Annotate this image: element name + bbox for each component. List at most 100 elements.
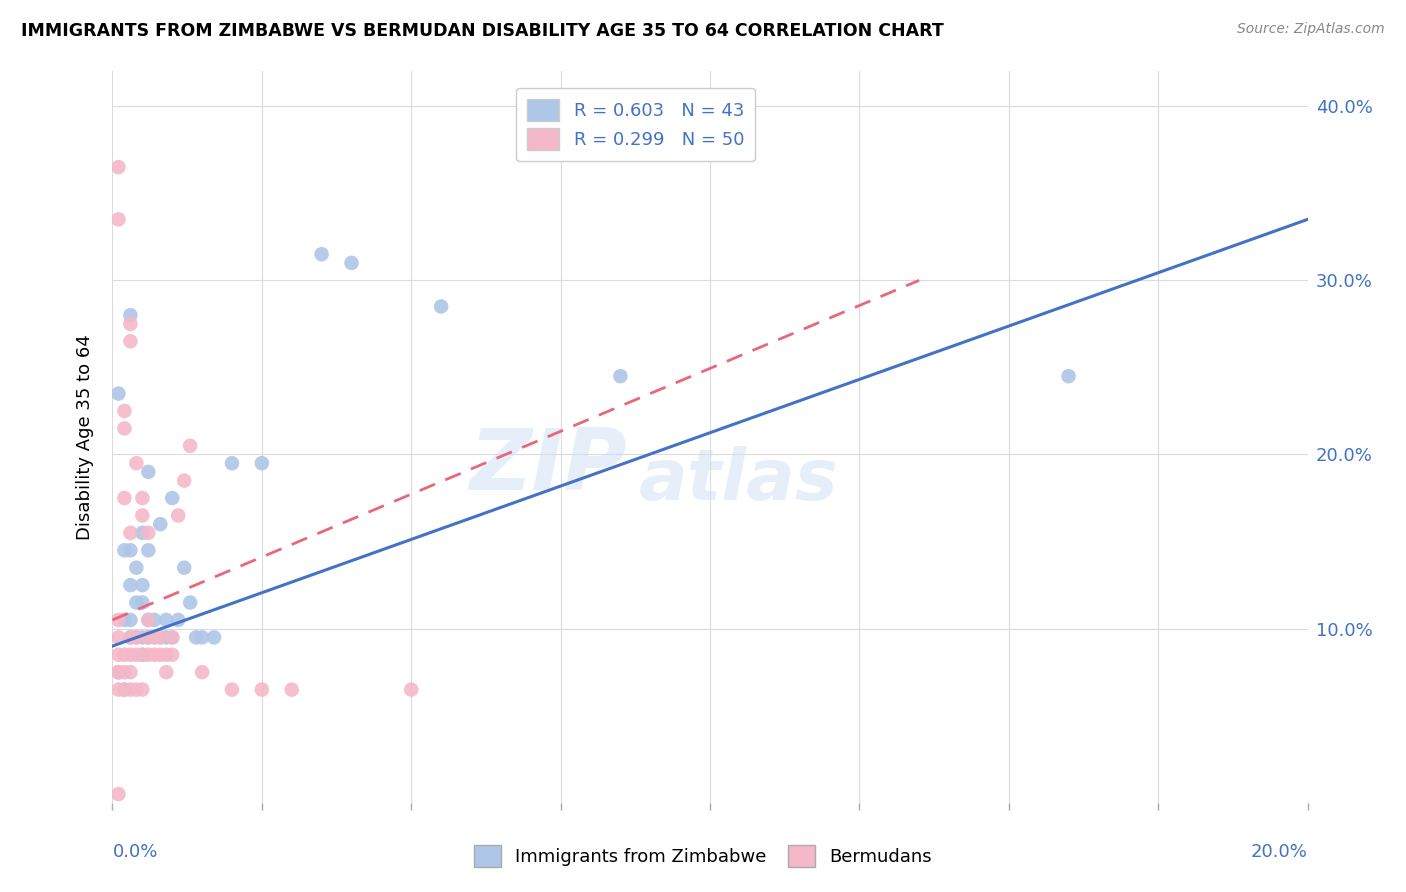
Point — [125, 595, 148, 609]
Point — [143, 648, 166, 662]
Point — [114, 421, 135, 435]
Point — [125, 648, 148, 662]
Point — [155, 613, 177, 627]
Point — [131, 648, 153, 662]
Point — [162, 631, 183, 645]
Point — [138, 525, 160, 540]
Point — [120, 578, 142, 592]
Point — [120, 317, 142, 331]
Point — [107, 665, 129, 680]
Y-axis label: Disability Age 35 to 64: Disability Age 35 to 64 — [76, 334, 94, 540]
Point — [131, 578, 153, 592]
Point — [107, 648, 129, 662]
Point — [114, 665, 135, 680]
Text: 0.0%: 0.0% — [112, 843, 157, 861]
Point — [340, 256, 363, 270]
Point — [114, 682, 135, 697]
Point — [311, 247, 333, 261]
Point — [120, 543, 142, 558]
Point — [125, 631, 148, 645]
Point — [114, 404, 135, 418]
Point — [173, 560, 195, 574]
Point — [202, 631, 225, 645]
Text: IMMIGRANTS FROM ZIMBABWE VS BERMUDAN DISABILITY AGE 35 TO 64 CORRELATION CHART: IMMIGRANTS FROM ZIMBABWE VS BERMUDAN DIS… — [21, 22, 943, 40]
Point — [107, 682, 129, 697]
Point — [120, 631, 142, 645]
Point — [120, 308, 142, 322]
Point — [131, 682, 153, 697]
Point — [179, 595, 201, 609]
Point — [131, 508, 153, 523]
Point — [114, 491, 135, 505]
Point — [107, 787, 129, 801]
Point — [143, 631, 166, 645]
Point — [138, 543, 160, 558]
Point — [162, 491, 183, 505]
Point — [162, 631, 183, 645]
Point — [250, 682, 273, 697]
Point — [167, 613, 190, 627]
Text: 20.0%: 20.0% — [1251, 843, 1308, 861]
Point — [138, 631, 160, 645]
Point — [1057, 369, 1080, 384]
Point — [131, 491, 153, 505]
Point — [155, 665, 177, 680]
Point — [125, 631, 148, 645]
Point — [131, 595, 153, 609]
Point — [281, 682, 304, 697]
Point — [120, 665, 142, 680]
Point — [149, 631, 172, 645]
Point — [131, 525, 153, 540]
Point — [107, 613, 129, 627]
Legend: Immigrants from Zimbabwe, Bermudans: Immigrants from Zimbabwe, Bermudans — [467, 838, 939, 874]
Point — [143, 631, 166, 645]
Point — [155, 631, 177, 645]
Point — [125, 682, 148, 697]
Point — [138, 631, 160, 645]
Point — [149, 517, 172, 532]
Point — [430, 300, 453, 314]
Point — [162, 648, 183, 662]
Point — [191, 665, 214, 680]
Point — [120, 682, 142, 697]
Point — [120, 525, 142, 540]
Point — [120, 334, 142, 349]
Point — [120, 613, 142, 627]
Point — [114, 543, 135, 558]
Point — [107, 665, 129, 680]
Point — [149, 648, 172, 662]
Point — [173, 474, 195, 488]
Point — [125, 560, 148, 574]
Point — [179, 439, 201, 453]
Point — [114, 613, 135, 627]
Point — [155, 648, 177, 662]
Text: ZIP: ZIP — [468, 425, 627, 508]
Point — [125, 456, 148, 470]
Point — [250, 456, 273, 470]
Point — [138, 613, 160, 627]
Point — [107, 631, 129, 645]
Point — [221, 456, 243, 470]
Point — [120, 631, 142, 645]
Point — [120, 648, 142, 662]
Point — [138, 613, 160, 627]
Point — [131, 648, 153, 662]
Point — [186, 631, 208, 645]
Point — [131, 631, 153, 645]
Point — [138, 465, 160, 479]
Point — [221, 682, 243, 697]
Point — [609, 369, 631, 384]
Point — [143, 613, 166, 627]
Point — [107, 212, 129, 227]
Point — [138, 648, 160, 662]
Point — [114, 682, 135, 697]
Point — [149, 631, 172, 645]
Point — [114, 648, 135, 662]
Point — [167, 508, 190, 523]
Text: atlas: atlas — [638, 447, 838, 516]
Point — [107, 160, 129, 174]
Point — [191, 631, 214, 645]
Legend: R = 0.603   N = 43, R = 0.299   N = 50: R = 0.603 N = 43, R = 0.299 N = 50 — [516, 87, 755, 161]
Point — [401, 682, 423, 697]
Point — [107, 386, 129, 401]
